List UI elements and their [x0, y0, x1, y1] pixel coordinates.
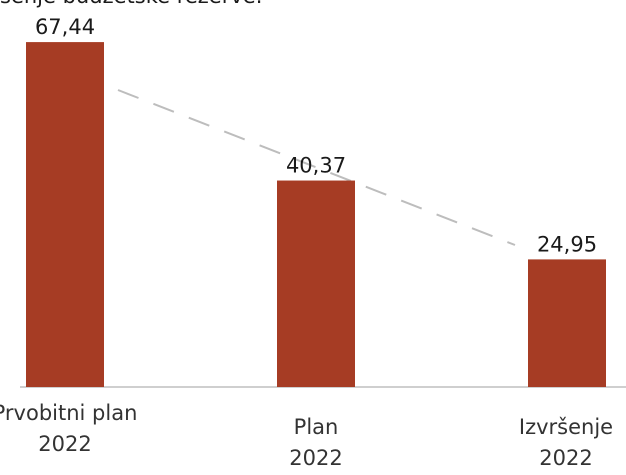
- bar: [26, 42, 104, 388]
- value-label: 67,44: [35, 15, 95, 39]
- value-label: 40,37: [286, 154, 346, 178]
- x-tick-label: Prvobitni plan 2022: [0, 401, 138, 456]
- x-tick-label: Izvršenje 2022: [518, 415, 614, 470]
- value-label: 24,95: [537, 232, 597, 256]
- bar: [277, 180, 355, 387]
- bar: [528, 259, 606, 387]
- x-tick-label: Plan 2022: [289, 415, 343, 470]
- chart-title: šenje budžetske rezerve.: [0, 0, 262, 8]
- trend-line: [117, 89, 516, 246]
